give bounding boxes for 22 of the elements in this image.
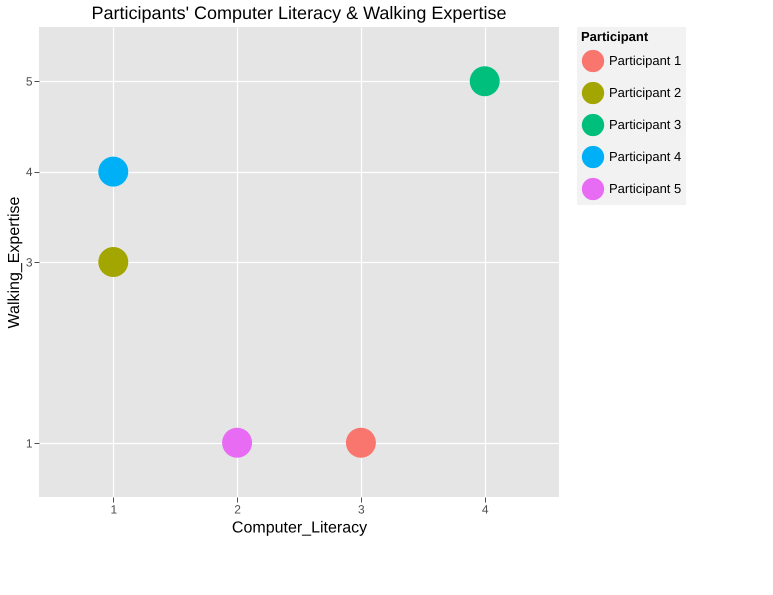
legend-label: Participant 5	[609, 181, 682, 196]
x-tick-label: 4	[482, 502, 489, 516]
legend-label: Participant 1	[609, 53, 682, 68]
x-tick-label: 1	[110, 502, 118, 516]
point	[222, 428, 252, 458]
x-axis-title: Computer_Literacy	[232, 520, 368, 536]
point	[470, 66, 500, 96]
y-tick-label: 3	[26, 256, 33, 270]
x-tick-label: 2	[234, 502, 242, 516]
legend-label: Participant 4	[609, 149, 682, 164]
y-tick-label: 5	[26, 74, 33, 89]
point	[98, 247, 128, 277]
point	[346, 428, 376, 458]
chart-title: Participants' Computer Literacy & Walking Expertise	[92, 3, 506, 23]
legend-label: Participant 2	[609, 85, 682, 100]
point	[98, 156, 128, 187]
x-tick-label: 3	[358, 502, 366, 516]
y-tick-label: 4	[26, 165, 33, 180]
legend-label: Participant 3	[609, 117, 682, 132]
y-tick-label: 1	[26, 436, 33, 450]
y-axis-title: Walking_Expertise	[6, 196, 23, 328]
legend-title: Participant	[581, 29, 649, 44]
